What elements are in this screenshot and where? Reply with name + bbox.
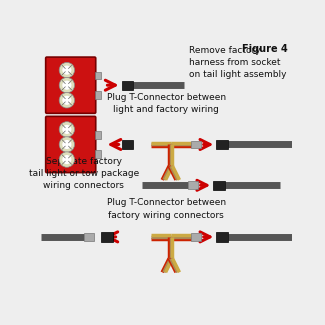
Circle shape [59, 93, 74, 108]
FancyBboxPatch shape [46, 116, 96, 173]
Text: Plug T-Connector between
light and factory wiring: Plug T-Connector between light and facto… [107, 93, 226, 114]
Bar [213, 181, 225, 190]
Circle shape [63, 141, 71, 148]
Bar [95, 91, 101, 99]
Bar [122, 140, 133, 149]
Circle shape [63, 125, 71, 133]
Text: Separate factory
tail light or tow package
wiring connectors: Separate factory tail light or tow packa… [29, 157, 139, 190]
Bar [191, 233, 201, 241]
Bar [95, 150, 101, 158]
Circle shape [59, 122, 74, 137]
Circle shape [63, 156, 71, 163]
Circle shape [63, 81, 71, 89]
Bar [216, 140, 228, 149]
Text: Remove factory
harness from socket
on tail light assembly: Remove factory harness from socket on ta… [189, 46, 287, 79]
Circle shape [59, 137, 74, 152]
Text: Plug T-Connector between
factory wiring connectors: Plug T-Connector between factory wiring … [107, 198, 226, 220]
Text: Figure 4: Figure 4 [242, 45, 288, 54]
Bar [84, 233, 94, 241]
Circle shape [59, 62, 74, 78]
Bar [101, 232, 113, 241]
Bar [188, 181, 198, 189]
Bar [216, 232, 228, 241]
FancyBboxPatch shape [46, 57, 96, 113]
Circle shape [59, 77, 74, 93]
Bar [122, 81, 133, 90]
Circle shape [63, 97, 71, 104]
Circle shape [59, 152, 74, 167]
Circle shape [63, 66, 71, 74]
Bar [191, 141, 201, 148]
Bar [95, 72, 101, 79]
Bar [95, 131, 101, 139]
